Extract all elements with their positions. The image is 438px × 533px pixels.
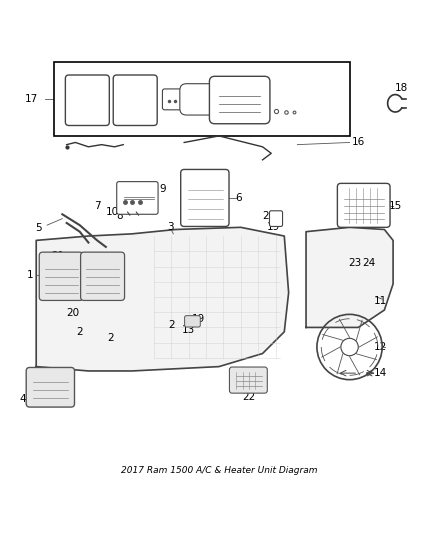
Text: 17: 17 [25, 94, 38, 104]
FancyBboxPatch shape [230, 367, 267, 393]
FancyBboxPatch shape [81, 252, 124, 301]
Text: 20: 20 [67, 308, 80, 318]
Text: 4: 4 [19, 394, 25, 404]
Text: 7: 7 [94, 201, 100, 212]
FancyBboxPatch shape [26, 367, 74, 407]
Text: 14: 14 [374, 368, 387, 378]
Text: 2: 2 [107, 333, 113, 343]
FancyBboxPatch shape [117, 182, 158, 214]
Text: 2: 2 [76, 327, 83, 337]
Text: 21: 21 [51, 251, 64, 261]
Text: 2: 2 [168, 320, 174, 330]
Text: 2017 Ram 1500 A/C & Heater Unit Diagram: 2017 Ram 1500 A/C & Heater Unit Diagram [121, 466, 317, 475]
Text: 6: 6 [235, 193, 242, 203]
Text: 1: 1 [26, 270, 33, 280]
FancyBboxPatch shape [269, 211, 283, 227]
Text: 2: 2 [263, 211, 269, 221]
FancyBboxPatch shape [113, 75, 157, 125]
FancyBboxPatch shape [162, 89, 184, 110]
Text: 12: 12 [374, 342, 387, 352]
FancyBboxPatch shape [337, 183, 390, 228]
Text: 15: 15 [389, 200, 402, 211]
Text: 23: 23 [348, 258, 361, 268]
Bar [53, 62, 350, 136]
Text: 18: 18 [395, 83, 408, 93]
Text: 19: 19 [267, 222, 280, 232]
Text: 16: 16 [352, 138, 365, 148]
Text: 19: 19 [192, 314, 205, 324]
Text: 3: 3 [167, 222, 173, 232]
Polygon shape [36, 228, 289, 371]
Text: 5: 5 [35, 223, 42, 233]
Text: 10: 10 [106, 207, 119, 216]
FancyBboxPatch shape [180, 84, 215, 115]
Text: 22: 22 [242, 392, 255, 402]
Text: 13: 13 [182, 325, 195, 335]
FancyBboxPatch shape [185, 316, 200, 327]
Text: 9: 9 [159, 184, 166, 194]
Text: 8: 8 [117, 211, 123, 221]
FancyBboxPatch shape [65, 75, 110, 125]
FancyBboxPatch shape [181, 169, 229, 227]
FancyBboxPatch shape [209, 76, 270, 124]
FancyBboxPatch shape [39, 252, 83, 301]
Polygon shape [306, 228, 393, 327]
Text: 11: 11 [374, 296, 387, 306]
Text: 24: 24 [363, 258, 376, 268]
